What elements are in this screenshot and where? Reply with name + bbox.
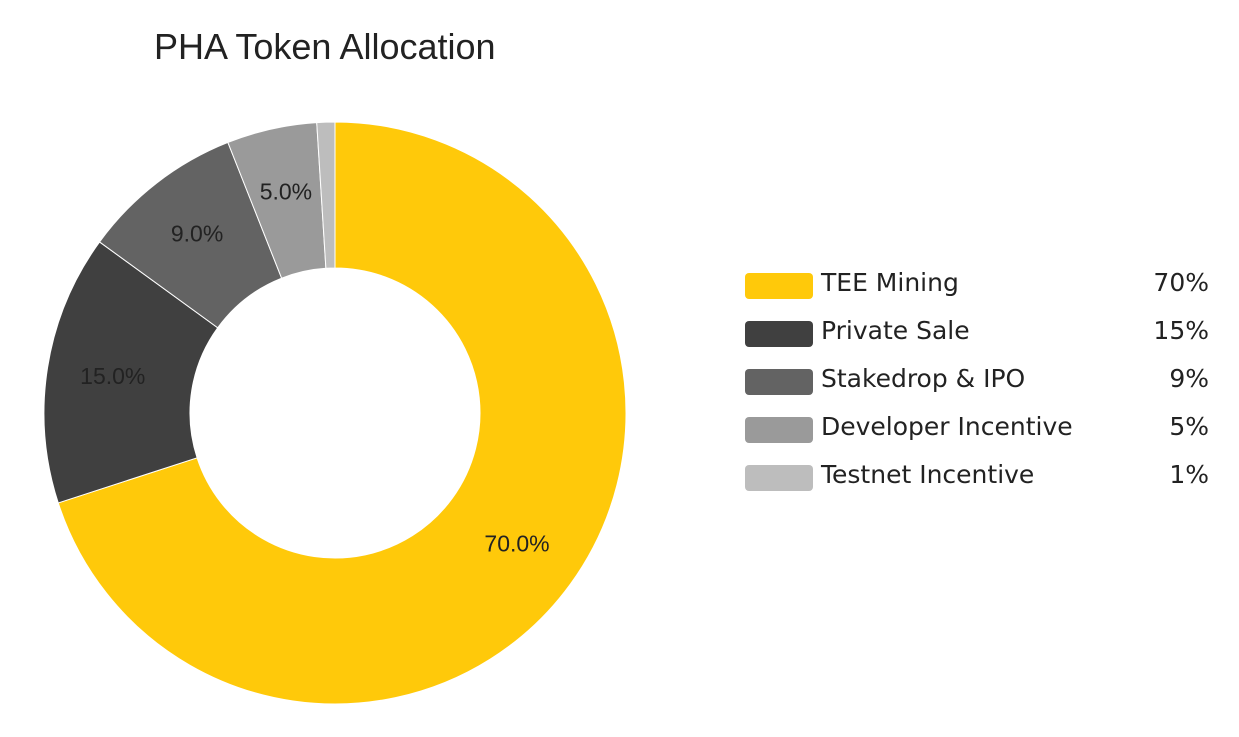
- slice-label-private-sale: 15.0%: [80, 363, 145, 389]
- slice-tee-mining: [57, 121, 627, 705]
- slice-private-sale: [43, 241, 219, 504]
- slice-label-developer-incentive: 5.0%: [260, 178, 312, 204]
- legend-label: Developer Incentive: [821, 412, 1073, 441]
- legend-label: Testnet Incentive: [821, 460, 1035, 489]
- legend-swatch: [745, 273, 813, 299]
- legend-value: 9%: [1169, 364, 1209, 393]
- legend-swatch: [745, 321, 813, 347]
- legend-value: 70%: [1153, 268, 1209, 297]
- legend-value: 15%: [1153, 316, 1209, 345]
- legend-label: Private Sale: [821, 316, 970, 345]
- legend-item-developer-incentive: Developer Incentive 5%: [745, 406, 1215, 454]
- legend-swatch: [745, 369, 813, 395]
- slice-label-stakedrop-ipo: 9.0%: [171, 220, 223, 246]
- legend-label: Stakedrop & IPO: [821, 364, 1026, 393]
- legend-item-testnet-incentive: Testnet Incentive 1%: [745, 454, 1215, 502]
- chart-title: PHA Token Allocation: [154, 26, 496, 67]
- legend: TEE Mining 70% Private Sale 15% Stakedro…: [745, 262, 1215, 502]
- legend-item-tee-mining: TEE Mining 70%: [745, 262, 1215, 310]
- slice-label-tee-mining: 70.0%: [484, 530, 549, 556]
- donut-chart: 70.0% 15.0% 9.0% 5.0%: [43, 121, 627, 705]
- legend-swatch: [745, 417, 813, 443]
- legend-value: 1%: [1169, 460, 1209, 489]
- legend-label: TEE Mining: [821, 268, 959, 297]
- slice-testnet-incentive: [316, 121, 336, 269]
- legend-swatch: [745, 465, 813, 491]
- legend-item-stakedrop-ipo: Stakedrop & IPO 9%: [745, 358, 1215, 406]
- legend-item-private-sale: Private Sale 15%: [745, 310, 1215, 358]
- legend-value: 5%: [1169, 412, 1209, 441]
